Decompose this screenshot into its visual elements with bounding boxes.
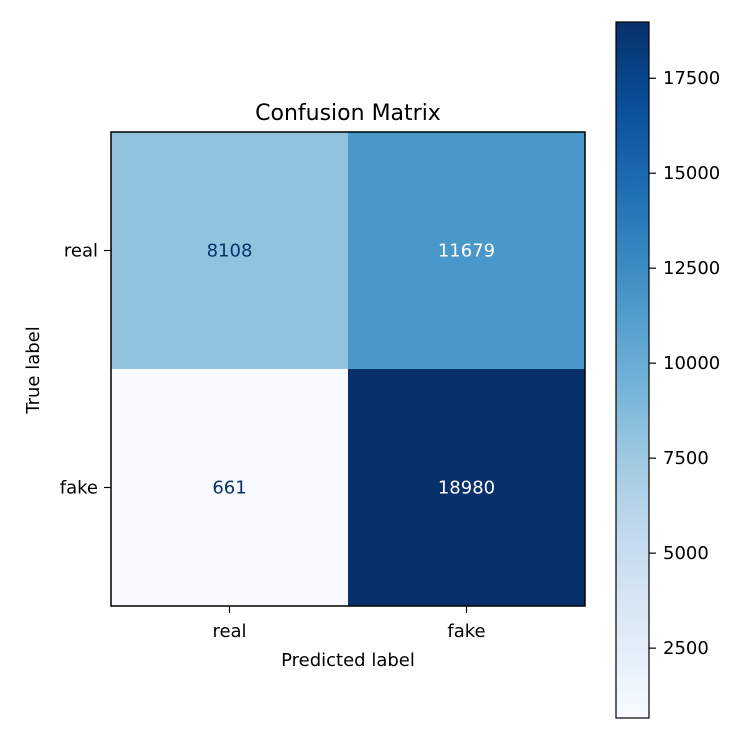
colorbar-tick-label: 7500 bbox=[663, 448, 709, 469]
heatmap-cells bbox=[111, 132, 585, 606]
colorbar-tick-label: 15000 bbox=[663, 163, 720, 184]
colorbar-tick-label: 12500 bbox=[663, 258, 720, 279]
colorbar bbox=[615, 21, 650, 719]
heatmap-cell bbox=[348, 369, 585, 606]
colorbar-tick-label: 2500 bbox=[663, 638, 709, 659]
heatmap-cell bbox=[111, 369, 348, 606]
chart-title: Confusion Matrix bbox=[255, 101, 441, 126]
y-axis-ticks: real fake bbox=[60, 241, 111, 499]
colorbar-tick-label: 10000 bbox=[663, 353, 720, 374]
y-axis-label: True label bbox=[23, 326, 44, 415]
cell-value-label: 11679 bbox=[438, 241, 495, 262]
cell-value-label: 18980 bbox=[438, 478, 495, 499]
cell-value-label: 661 bbox=[212, 478, 246, 499]
colorbar-tick-label: 17500 bbox=[663, 68, 720, 89]
x-axis-label: Predicted label bbox=[281, 650, 415, 671]
y-tick-label: fake bbox=[60, 478, 98, 499]
colorbar-ticks: 2500 5000 7500 10000 12500 15000 17500 bbox=[649, 68, 720, 659]
heatmap-cell bbox=[111, 132, 348, 369]
x-axis-ticks: real fake bbox=[212, 606, 486, 642]
colorbar-tick-label: 5000 bbox=[663, 543, 709, 564]
x-tick-label: real bbox=[212, 621, 246, 642]
y-tick-label: real bbox=[64, 241, 98, 262]
heatmap-cell bbox=[348, 132, 585, 369]
x-tick-label: fake bbox=[447, 621, 485, 642]
cell-value-label: 8108 bbox=[207, 241, 253, 262]
plot-frame bbox=[110, 131, 586, 607]
heatmap-cell-labels: 8108 11679 661 18980 bbox=[207, 241, 496, 499]
